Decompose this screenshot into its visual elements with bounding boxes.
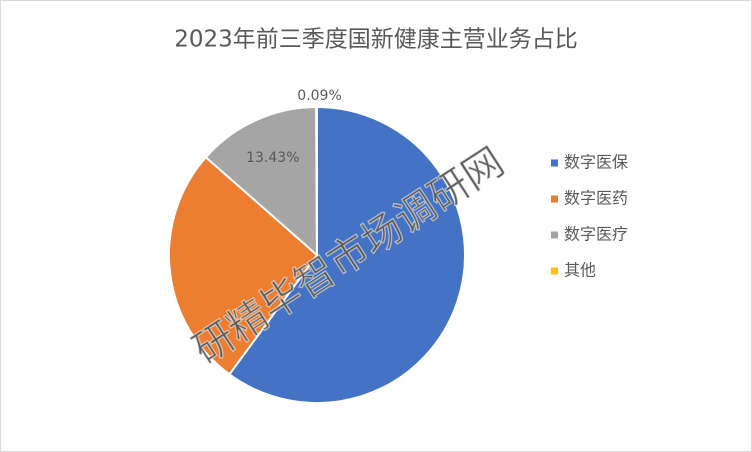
pie-slice (315, 105, 318, 256)
legend-swatch (551, 231, 558, 239)
legend-swatch (551, 267, 558, 275)
legend-label: 数字医保 (564, 153, 628, 172)
legend-label: 其他 (564, 261, 596, 280)
pie-slice (168, 155, 319, 376)
legend-label: 数字医疗 (564, 225, 628, 244)
chart-title: 2023年前三季度国新健康主营业务占比 (174, 27, 578, 53)
legend-swatch (551, 195, 558, 203)
pie-slice (228, 105, 466, 404)
data-label: 13.43% (246, 150, 299, 166)
data-label: 0.09% (297, 88, 341, 104)
legend-label: 数字医药 (564, 189, 628, 208)
pie-slice (204, 105, 319, 258)
legend-swatch (551, 159, 558, 167)
